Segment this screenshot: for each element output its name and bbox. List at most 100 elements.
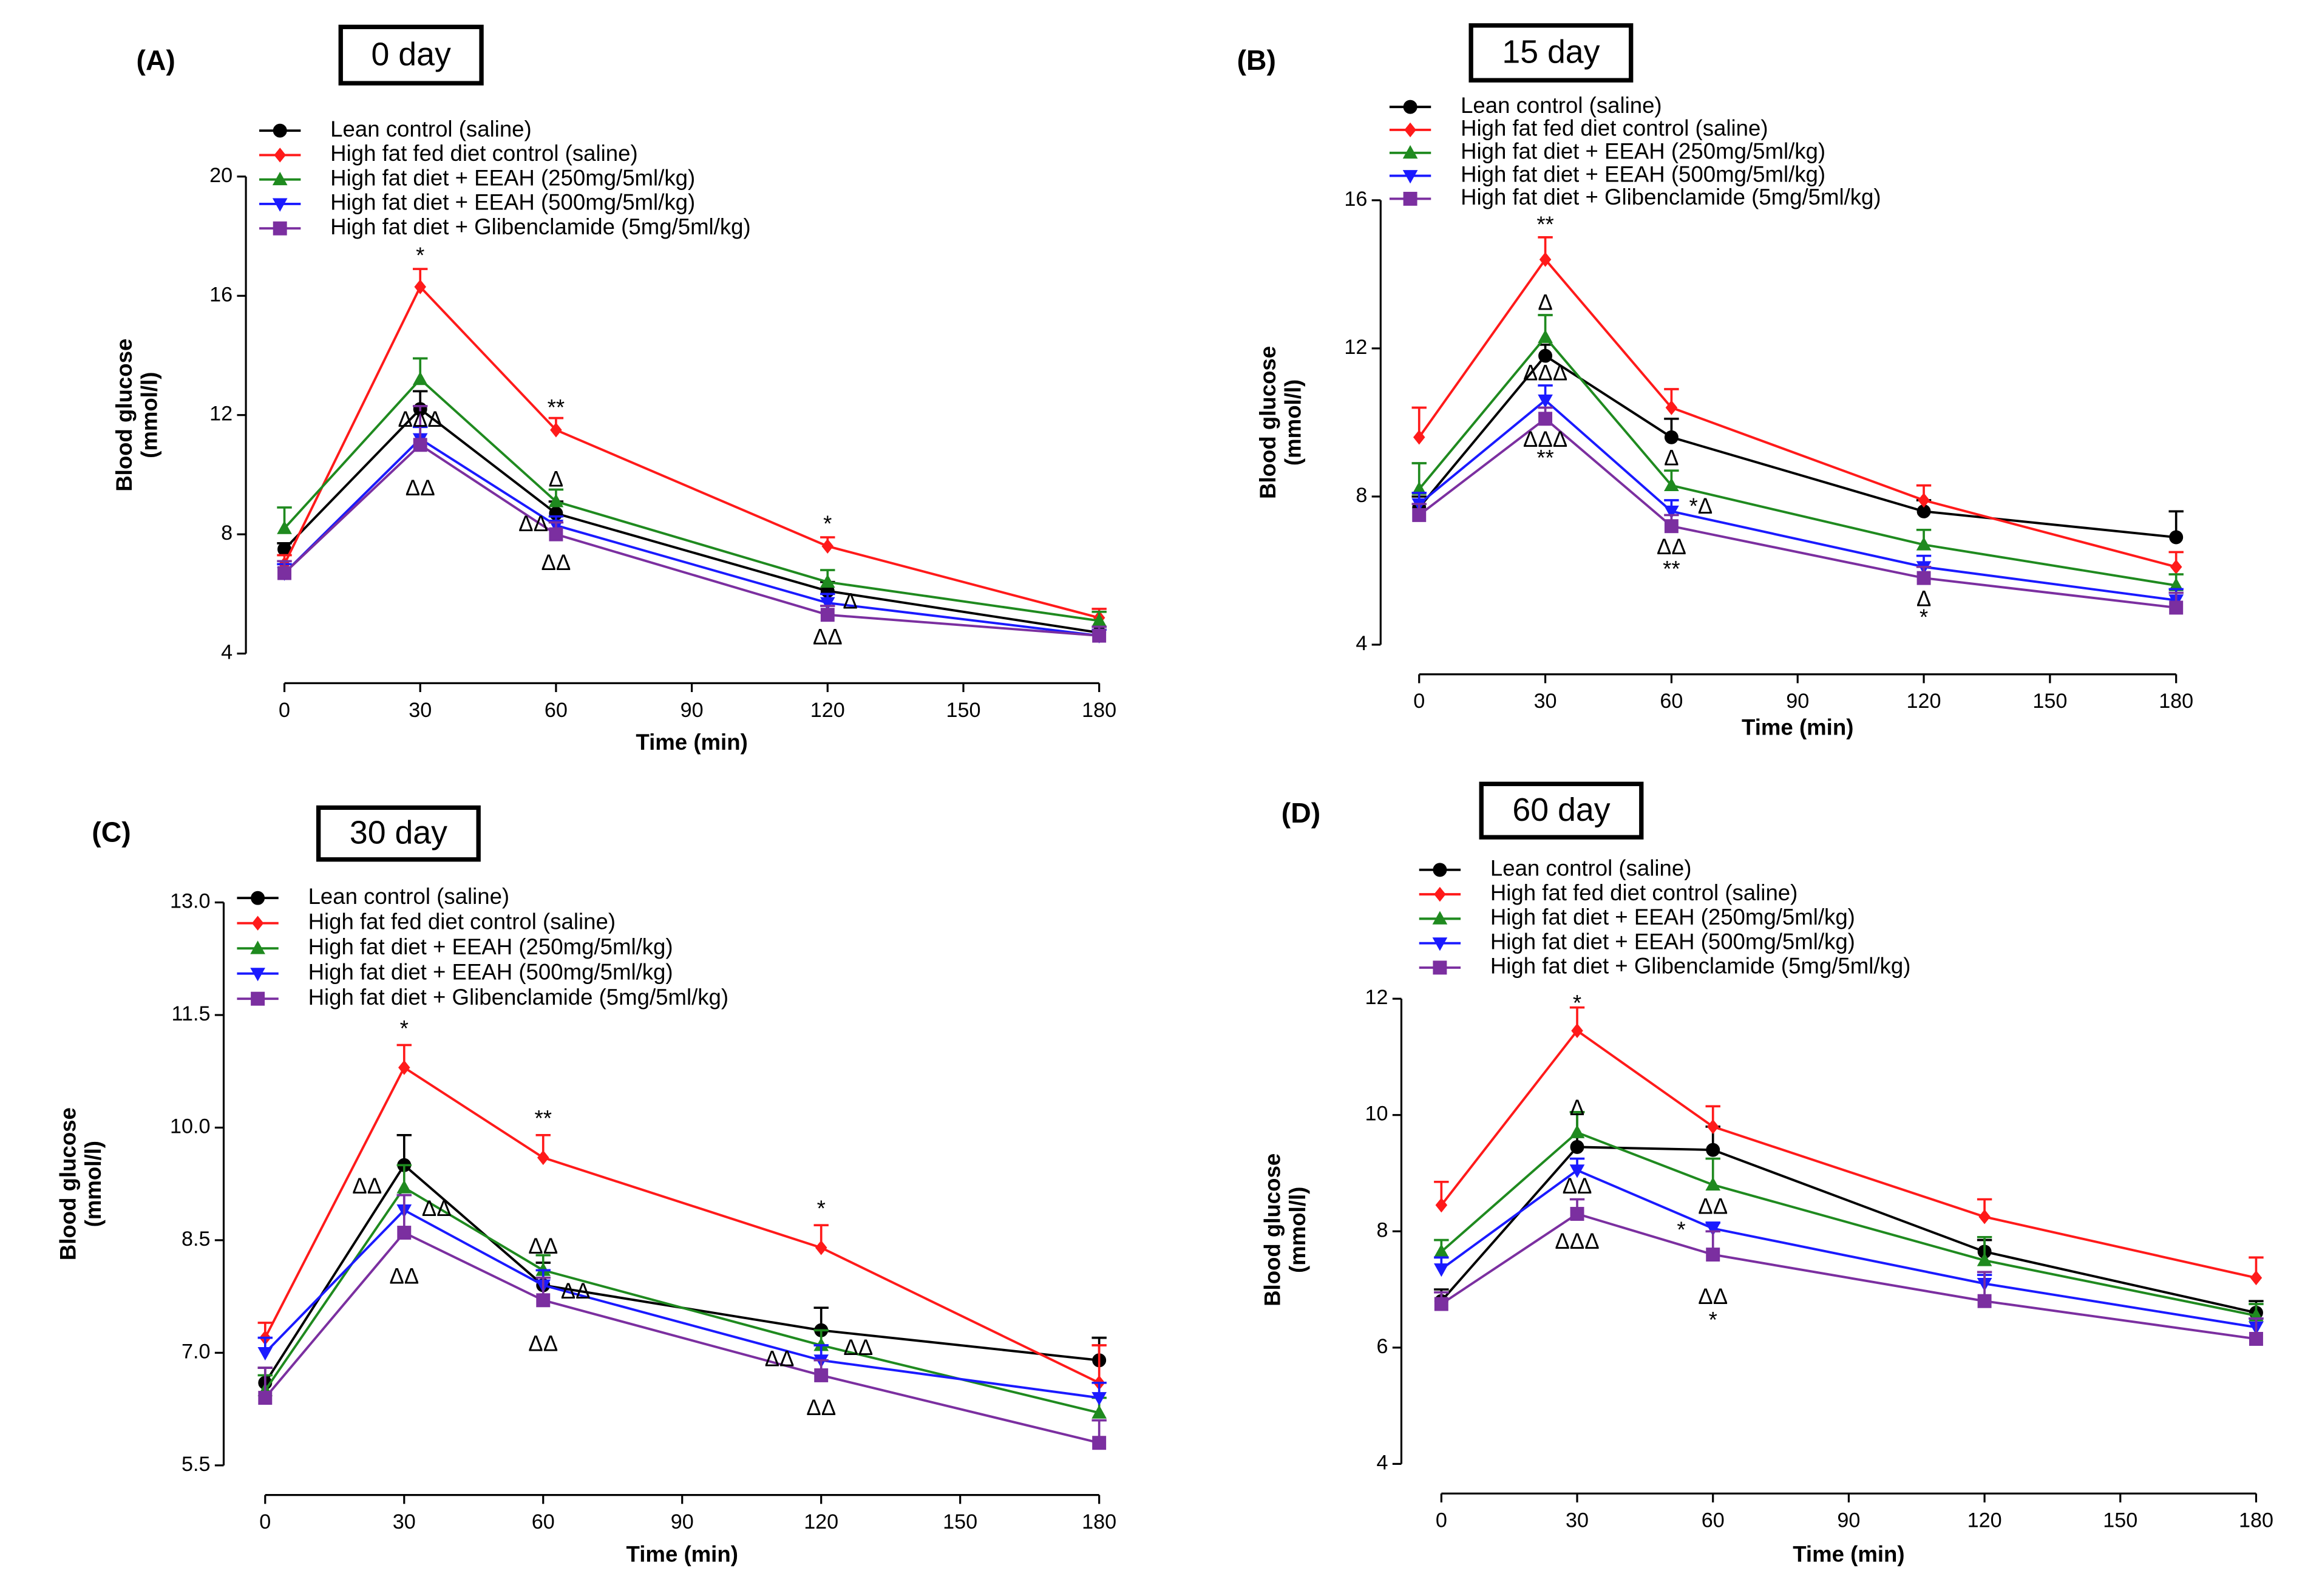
panel-label: (C) [92, 817, 131, 848]
marker [2169, 600, 2184, 615]
marker [1432, 937, 1448, 951]
marker [277, 566, 291, 580]
y-tick-label: 8 [1356, 484, 1367, 507]
x-axis-title: Time (min) [636, 730, 747, 755]
marker [257, 1346, 273, 1361]
marker [815, 1240, 827, 1255]
marker [250, 968, 265, 982]
annotation: * [400, 1016, 409, 1041]
legend-label: High fat diet + Glibenclamide (5mg/5ml/k… [1461, 185, 1881, 209]
legend-label: High fat diet + Glibenclamide (5mg/5ml/k… [308, 985, 729, 1010]
annotation: ΔΔ [1698, 1284, 1728, 1309]
x-tick-label: 180 [1082, 1510, 1116, 1533]
series-line [264, 1209, 1099, 1399]
marker [2169, 530, 2184, 545]
annotation: ΔΔΔ [398, 407, 443, 432]
marker [1403, 191, 1417, 206]
marker [1434, 886, 1446, 902]
x-tick-label: 150 [943, 1510, 977, 1533]
y-tick-label: 8 [221, 521, 233, 545]
marker [397, 1226, 412, 1240]
legend-label: High fat diet + EEAH (250mg/5ml/kg) [330, 165, 695, 190]
annotation: ΔΔ [406, 475, 435, 500]
marker [1434, 1297, 1448, 1311]
y-axis-title: (mmol/l) [1285, 1187, 1310, 1273]
annotation: ** [1663, 557, 1680, 582]
marker [1402, 145, 1418, 159]
annotation: ΔΔ [1698, 1194, 1728, 1219]
marker [1092, 1436, 1107, 1450]
x-tick-label: 180 [2159, 690, 2193, 713]
x-tick-label: 180 [1082, 699, 1116, 722]
x-tick-label: 0 [1413, 690, 1425, 713]
marker [820, 597, 835, 611]
y-axis-title: (mmol/l) [137, 372, 162, 458]
marker [548, 494, 564, 508]
series-line [264, 1186, 1100, 1414]
marker [1538, 329, 1553, 344]
marker [1665, 400, 1678, 415]
y-tick-label: 13.0 [170, 890, 210, 913]
marker [1402, 170, 1418, 184]
annotation: ** [1536, 212, 1553, 237]
marker [2249, 1331, 2263, 1346]
x-tick-label: 150 [946, 699, 980, 722]
y-tick-label: 20 [209, 164, 233, 187]
annotation: * [1709, 1307, 1717, 1332]
series-line [1418, 257, 2177, 568]
annotation: * [1677, 1217, 1685, 1242]
x-tick-label: 120 [1967, 1509, 2002, 1532]
marker [1091, 1392, 1107, 1406]
y-tick-label: 12 [1344, 336, 1367, 359]
annotation: Δ [843, 589, 857, 614]
x-tick-label: 90 [671, 1510, 694, 1533]
x-tick-label: 0 [1436, 1509, 1447, 1532]
x-tick-label: 90 [681, 699, 704, 722]
legend-label: High fat fed diet control (saline) [330, 141, 637, 166]
marker [1569, 1124, 1585, 1138]
annotation: ΔΔ [765, 1346, 795, 1371]
marker [1977, 1252, 1992, 1266]
annotation: ** [548, 395, 565, 420]
legend-label: High fat diet + EEAH (500mg/5ml/kg) [1461, 161, 1825, 186]
x-tick-label: 0 [279, 699, 290, 722]
legend-label: High fat diet + EEAH (250mg/5ml/kg) [308, 934, 673, 959]
marker [820, 608, 835, 622]
marker [1404, 122, 1416, 138]
legend-label: High fat diet + EEAH (500mg/5ml/kg) [308, 959, 673, 984]
legend-label: High fat diet + Glibenclamide (5mg/5ml/k… [1490, 954, 1911, 979]
legend-label: High fat fed diet control (saline) [1490, 880, 1797, 905]
annotation: ΔΔΔ [1523, 360, 1567, 385]
x-tick-label: 30 [409, 699, 432, 722]
annotation: Δ [1538, 290, 1552, 314]
annotation: ΔΔ [813, 625, 843, 650]
marker [272, 198, 288, 212]
y-tick-label: 6 [1376, 1335, 1388, 1358]
annotation: ** [535, 1106, 552, 1131]
y-tick-label: 12 [1365, 986, 1388, 1009]
y-tick-label: 5.5 [182, 1453, 210, 1476]
marker [537, 1150, 549, 1166]
marker [398, 1060, 410, 1075]
annotation: ΔΔ [1657, 534, 1686, 559]
legend-label: High fat diet + EEAH (250mg/5ml/kg) [1461, 138, 1825, 163]
legend-label: Lean control (saline) [1490, 856, 1692, 881]
marker [1916, 537, 1932, 551]
marker [1435, 1197, 1448, 1213]
title-box [1479, 781, 1644, 840]
panel: (B) 15 day 4 8 12 16 0 30 60 90 120 150 180 Time (min… [1237, 23, 2193, 740]
x-axis-title: Time (min) [1793, 1541, 1904, 1566]
annotation: Δ [1570, 1095, 1584, 1120]
y-tick-label: 12 [209, 402, 233, 426]
annotation: ΔΔ [422, 1196, 452, 1221]
chart-title: 15 day [1502, 34, 1600, 70]
marker [1433, 863, 1447, 877]
marker [536, 1293, 551, 1308]
marker [250, 940, 265, 954]
legend-label: High fat diet + EEAH (500mg/5ml/kg) [1490, 929, 1855, 954]
y-axis-title: Blood glucose [1255, 346, 1280, 499]
legend-label: High fat diet + Glibenclamide (5mg/5ml/k… [330, 214, 751, 239]
series-line [283, 407, 1099, 634]
marker [820, 574, 835, 588]
x-tick-label: 90 [1837, 1509, 1860, 1532]
